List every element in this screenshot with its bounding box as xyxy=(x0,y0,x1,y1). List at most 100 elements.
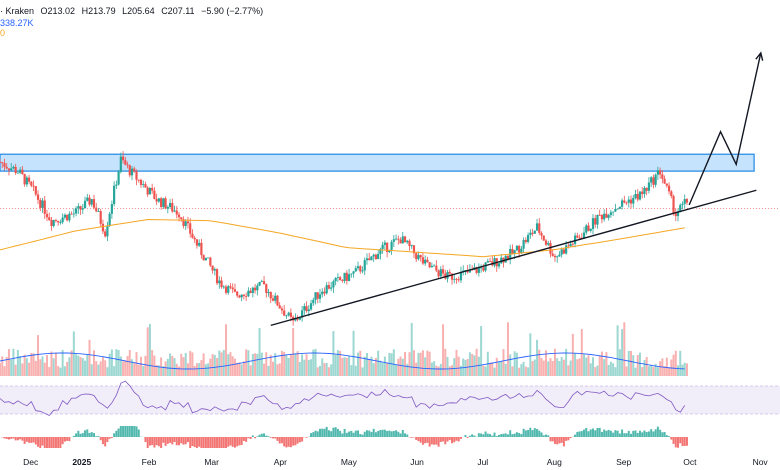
candle-body xyxy=(598,214,601,216)
macd-bar xyxy=(477,433,480,437)
volume-bar xyxy=(677,365,680,376)
volume-bar xyxy=(482,365,485,376)
candle-body xyxy=(453,278,456,280)
volume-bar xyxy=(285,355,288,376)
candle-body xyxy=(207,257,210,259)
volume-bar xyxy=(305,354,308,376)
macd-bar xyxy=(426,437,429,443)
candle-body xyxy=(379,248,382,254)
candle-body xyxy=(656,170,659,175)
volume-bar xyxy=(401,358,404,376)
macd-bar xyxy=(482,434,485,437)
candle-body xyxy=(238,295,241,298)
macd-bar xyxy=(126,426,129,437)
candle-body xyxy=(198,242,201,246)
volume-bar xyxy=(352,330,355,376)
macd-bar xyxy=(565,437,568,441)
volume-bar xyxy=(146,327,149,376)
volume-bar xyxy=(23,354,26,376)
macd-bar xyxy=(574,434,577,437)
volume-bar xyxy=(191,352,194,376)
volume-bar xyxy=(41,356,44,376)
macd-bar xyxy=(61,437,64,445)
candle-body xyxy=(262,281,266,285)
candle-body xyxy=(193,237,196,240)
macd-bar xyxy=(397,431,400,437)
volume-bar xyxy=(645,356,648,376)
candle-body xyxy=(352,271,355,274)
macd-bar xyxy=(576,431,579,437)
candle-body xyxy=(63,214,66,218)
volume-bar xyxy=(238,362,241,376)
macd-bar xyxy=(54,437,57,448)
volume-bar xyxy=(428,351,431,376)
macd-bar xyxy=(117,428,120,437)
candle-body xyxy=(92,199,96,208)
candle-body xyxy=(48,217,51,221)
candle-body xyxy=(565,245,568,254)
macd-bar xyxy=(558,437,561,444)
volume-bar xyxy=(442,324,445,376)
volume-bar xyxy=(59,367,62,376)
candle-body xyxy=(229,286,232,288)
candle-body xyxy=(222,286,225,288)
candle-body xyxy=(594,218,597,225)
volume-bar xyxy=(589,363,592,376)
candle-body xyxy=(587,225,590,231)
candle-body xyxy=(347,274,351,281)
volume-bar xyxy=(540,357,543,376)
macd-bar xyxy=(603,429,606,437)
candle-body xyxy=(307,309,310,312)
volume-bar xyxy=(251,354,254,376)
volume-bar xyxy=(249,365,252,376)
volume-bar xyxy=(683,362,686,376)
volume-bar xyxy=(233,358,236,376)
candle-body xyxy=(600,214,604,220)
macd-bar xyxy=(549,437,552,442)
candle-body xyxy=(256,285,259,291)
macd-bar xyxy=(274,437,277,439)
candle-body xyxy=(394,238,398,240)
candle-body xyxy=(213,269,216,271)
candle-body xyxy=(605,213,608,218)
volume-bar xyxy=(28,362,31,376)
volume-bar xyxy=(415,362,418,376)
macd-bar xyxy=(198,437,201,447)
macd-bar xyxy=(594,430,597,437)
macd-bar xyxy=(211,437,214,448)
candle-body xyxy=(86,197,89,201)
candle-body xyxy=(374,254,378,260)
macd-bar xyxy=(417,437,420,442)
volume-bar xyxy=(406,363,409,376)
candle-body xyxy=(10,168,13,171)
macd-bar xyxy=(659,429,662,437)
macd-bar xyxy=(359,433,362,437)
volume-bar xyxy=(292,327,295,376)
volume-bar xyxy=(636,354,639,376)
macd-bar xyxy=(533,428,536,437)
macd-bar xyxy=(305,437,308,438)
macd-bar xyxy=(249,437,252,439)
candle-body xyxy=(3,163,6,167)
legend-sma-value: 0 xyxy=(0,28,6,38)
macd-bar xyxy=(562,437,565,447)
macd-bar xyxy=(634,430,637,437)
macd-bar xyxy=(522,428,525,437)
volume-bar xyxy=(500,361,503,376)
candle-body xyxy=(137,179,140,181)
volume-bar xyxy=(477,356,480,376)
volume-bar xyxy=(444,348,447,376)
volume-bar xyxy=(446,356,449,376)
candle-body xyxy=(215,269,219,284)
macd-bar xyxy=(106,437,109,443)
candle-body xyxy=(428,262,431,268)
candle-body xyxy=(32,185,35,187)
candle-body xyxy=(535,223,539,231)
candle-body xyxy=(455,278,458,280)
volume-bar xyxy=(180,353,183,376)
macd-bar xyxy=(580,431,583,437)
macd-bar xyxy=(5,437,8,439)
volume-bar xyxy=(3,366,6,376)
